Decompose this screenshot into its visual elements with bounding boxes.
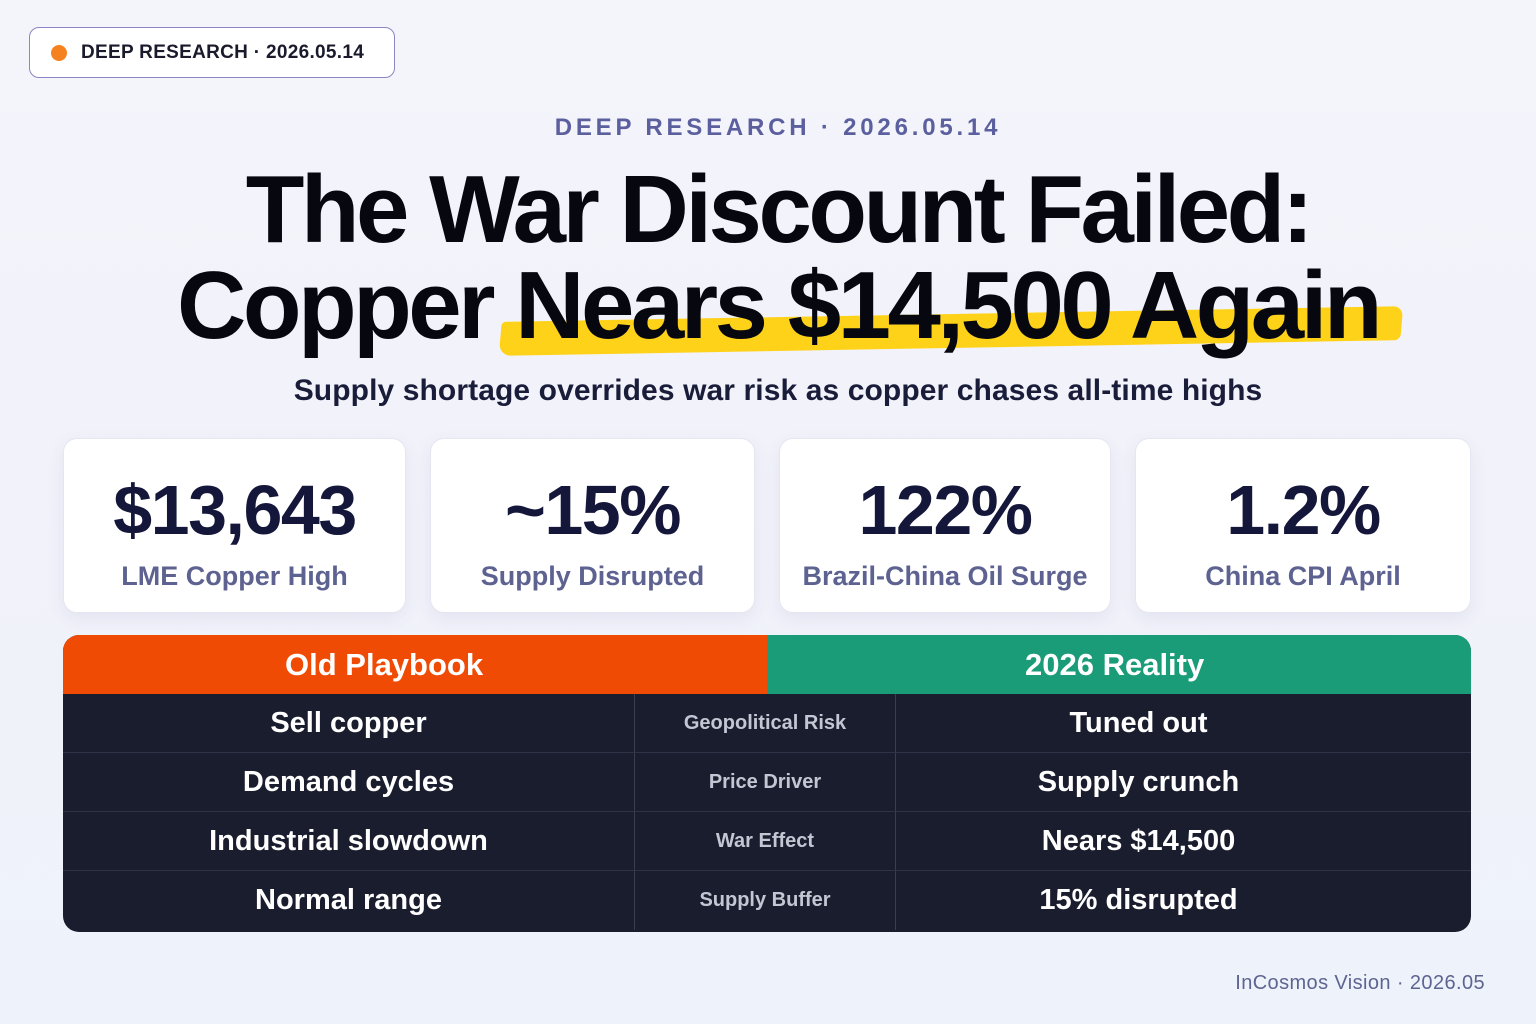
stat-card-oil-surge: 122% Brazil-China Oil Surge xyxy=(779,438,1111,613)
factor-cell: Price Driver xyxy=(635,753,896,811)
factor-cell: Geopolitical Risk xyxy=(635,694,896,752)
stat-value: ~15% xyxy=(505,471,681,549)
old-cell: Normal range xyxy=(63,871,635,930)
table-row: Sell copper Geopolitical Risk Tuned out xyxy=(63,694,1471,753)
headline-highlight-text: Nears $14,500 Again xyxy=(515,252,1382,359)
stat-label: Brazil-China Oil Surge xyxy=(802,561,1088,591)
stat-value: 122% xyxy=(858,471,1033,549)
headline-line-2: Copper Nears $14,500 Again xyxy=(0,258,1536,356)
new-cell: Nears $14,500 xyxy=(1041,824,1236,857)
new-cell: Tuned out xyxy=(1069,706,1208,739)
comparison-table: Old Playbook 2026 Reality Sell copper Ge… xyxy=(63,635,1471,932)
table-row: Industrial slowdown War Effect Nears $14… xyxy=(63,812,1471,871)
headline-line-1: The War Discount Failed: xyxy=(245,156,1314,263)
stat-card-copper-high: $13,643 LME Copper High xyxy=(63,438,406,613)
old-cell: Sell copper xyxy=(63,694,635,752)
subtitle: Supply shortage overrides war risk as co… xyxy=(293,374,1263,407)
badge-text: DEEP RESEARCH · 2026.05.14 xyxy=(81,41,365,63)
headline-line-2-plain: Copper xyxy=(177,252,516,359)
status-dot-icon xyxy=(51,44,67,61)
stat-label: Supply Disrupted xyxy=(480,561,705,591)
table-body: Sell copper Geopolitical Risk Tuned out … xyxy=(63,694,1471,930)
footer-credit: InCosmos Vision · 2026.05 xyxy=(1235,972,1485,994)
header-2026-reality: 2026 Reality xyxy=(767,635,1471,694)
table-row: Normal range Supply Buffer 15% disrupted xyxy=(63,871,1471,930)
date-badge: DEEP RESEARCH · 2026.05.14 xyxy=(29,27,395,78)
table-header: Old Playbook 2026 Reality xyxy=(63,635,1471,694)
old-cell: Industrial slowdown xyxy=(63,812,635,870)
header-old-playbook: Old Playbook xyxy=(63,635,767,694)
table-row: Demand cycles Price Driver Supply crunch xyxy=(63,753,1471,812)
headline-highlight: Nears $14,500 Again xyxy=(498,258,1404,356)
stat-card-supply-disrupted: ~15% Supply Disrupted xyxy=(430,438,755,613)
new-cell: Supply crunch xyxy=(1037,765,1240,798)
factor-cell: Supply Buffer xyxy=(635,871,896,930)
factor-cell: War Effect xyxy=(635,812,896,870)
stat-value: $13,643 xyxy=(113,471,357,549)
stat-card-china-cpi: 1.2% China CPI April xyxy=(1135,438,1471,613)
kicker: DEEP RESEARCH · 2026.05.14 xyxy=(554,114,1002,141)
old-cell: Demand cycles xyxy=(63,753,635,811)
stat-label: China CPI April xyxy=(1205,561,1401,591)
stat-value: 1.2% xyxy=(1226,471,1381,549)
new-cell: 15% disrupted xyxy=(1039,884,1238,916)
stat-label: LME Copper High xyxy=(121,561,348,591)
